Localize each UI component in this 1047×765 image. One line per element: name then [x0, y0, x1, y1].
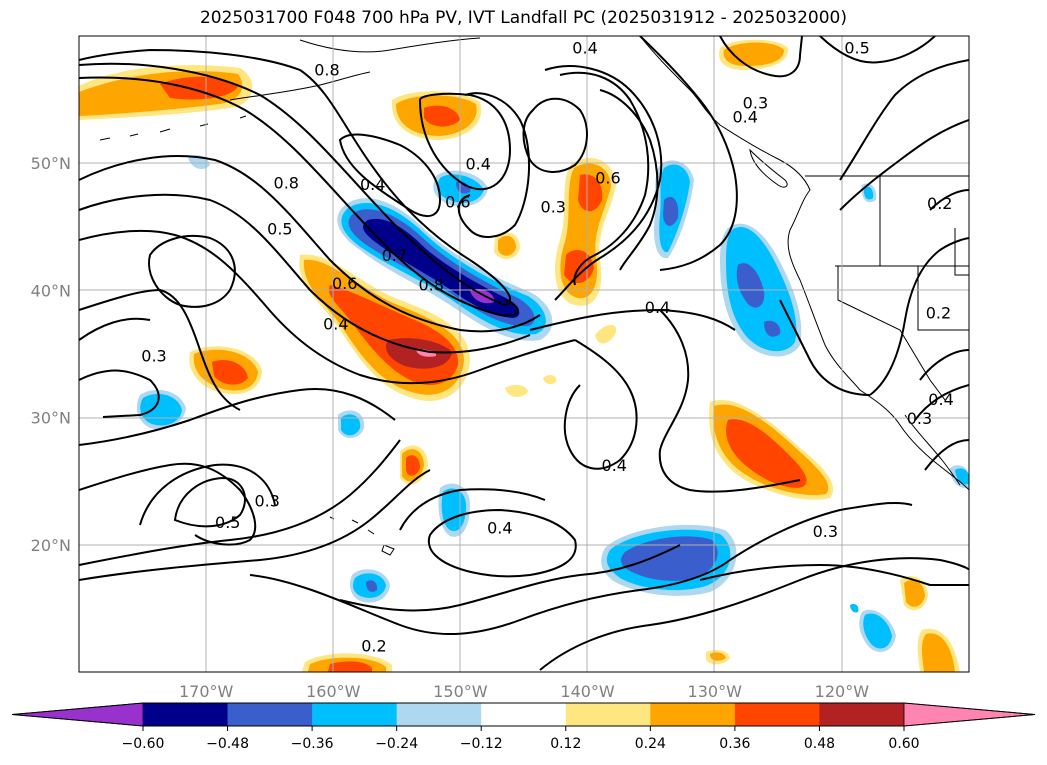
colorbar-segment: [481, 703, 567, 726]
contour-label: 0.2: [927, 194, 952, 213]
latitude-label: 20°N: [31, 536, 71, 555]
shading-negative: [433, 170, 488, 207]
contour-label: 0.4: [733, 107, 758, 126]
contour-label: 0.2: [926, 303, 951, 322]
shading-negative: [136, 389, 365, 439]
contour-label: 0.5: [844, 39, 869, 58]
baja-coastline: [904, 414, 961, 486]
colorbar-tick-label: 0.48: [804, 736, 835, 752]
contour-label: 0.4: [360, 175, 385, 194]
colorbar-segment: [819, 703, 905, 726]
shading-positive: [391, 91, 482, 140]
contour-label: 0.3: [541, 198, 566, 217]
shading-positive: [302, 576, 960, 672]
contour-label: 0.4: [487, 518, 512, 537]
state-borders: [835, 176, 969, 401]
vancouver-island-coastline: [749, 148, 788, 188]
longitude-label: 160°W: [306, 682, 361, 701]
contour-label: 0.4: [572, 39, 597, 58]
contour-label: 0.4: [928, 390, 953, 409]
colorbar-tick-label: 0.24: [635, 736, 666, 752]
colorbar-tick-label: 0.60: [888, 736, 919, 752]
colorbar-tick-label: −0.60: [122, 736, 165, 752]
latitude-label: 30°N: [31, 409, 71, 428]
shading-positive: [494, 232, 520, 260]
pv-contours: [79, 36, 969, 671]
shading-negative: [720, 183, 877, 357]
longitude-labels: 170°W 160°W 150°W 140°W 130°W 120°W: [179, 682, 869, 701]
colorbar-segment: [734, 703, 820, 726]
contour-label: 0.3: [254, 492, 279, 511]
alaska-coastline: [229, 37, 481, 101]
contour-label: 0.5: [267, 219, 292, 238]
colorbar-segment: [227, 703, 313, 726]
colorbar-segment: [565, 703, 651, 726]
contour-label: 0.3: [141, 347, 166, 366]
latitude-label: 40°N: [31, 281, 71, 300]
longitude-label: 130°W: [688, 682, 743, 701]
shading-positive: [79, 65, 253, 120]
contour-label: 0.6: [332, 274, 357, 293]
colorbar-tick-label: −0.12: [460, 736, 503, 752]
contour-label: 0.8: [274, 174, 299, 193]
contour-label: 0.3: [907, 409, 932, 428]
contour-label: 0.8: [418, 275, 443, 294]
contour-label: 0.2: [361, 637, 386, 656]
contour-label: 0.6: [445, 193, 470, 212]
contour-label: 0.4: [645, 298, 670, 317]
colorbar: −0.60 −0.48 −0.36 −0.24 −0.12 0.12 0.24 0.36 0.4…: [11, 702, 1036, 752]
longitude-label: 120°W: [815, 682, 870, 701]
colorbar-segment: [312, 703, 398, 726]
contour-label: 0.3: [813, 522, 838, 541]
map-title: 2025031700 F048 700 hPa PV, IVT Landfall…: [199, 8, 847, 28]
colorbar-tick-label: −0.24: [375, 736, 418, 752]
contour-label: 0.4: [466, 154, 491, 173]
shading-negative: [654, 160, 694, 259]
colorbar-tick-label: 0.12: [550, 736, 581, 752]
shading-positive: [189, 346, 262, 395]
colorbar-extend-low: [11, 702, 144, 727]
shading-positive: [709, 399, 834, 500]
shading-positive: [400, 445, 428, 485]
shading-positive: [555, 157, 616, 306]
contour-label: 0.4: [323, 315, 348, 334]
contour-labels: 0.4 0.50.80.30.40.40.60.8 0.40.6 0.3 0.20.50…: [141, 39, 953, 656]
contour-label: 0.4: [602, 456, 627, 475]
colorbar-tick-label: −0.48: [206, 736, 249, 752]
longitude-label: 140°W: [560, 682, 615, 701]
colorbar-tick-label: −0.36: [291, 736, 334, 752]
colorbar-segment: [650, 703, 736, 726]
contour-label: 0.6: [595, 168, 620, 187]
contour-label: 0.7: [382, 246, 407, 265]
contour-label: 0.5: [215, 513, 240, 532]
hawaii-islands: [329, 516, 395, 556]
aleutian-islands: [99, 115, 247, 141]
latitude-label: 50°N: [31, 154, 71, 173]
colorbar-segment: [143, 703, 229, 726]
contour-label: 0.8: [314, 60, 339, 79]
longitude-label: 170°W: [179, 682, 234, 701]
colorbar-segment: [396, 703, 482, 726]
map-frame: [78, 35, 970, 673]
colorbar-tick-label: 0.36: [719, 736, 750, 752]
shading-negative: [188, 155, 969, 652]
shading-positive: [505, 324, 617, 397]
colorbar-extend-high: [903, 702, 1036, 727]
latitude-labels: 50°N 40°N 30°N 20°N: [31, 154, 71, 555]
contour-label: 0.3: [743, 93, 768, 112]
shading-positive: [719, 39, 789, 70]
longitude-label: 150°W: [433, 682, 488, 701]
